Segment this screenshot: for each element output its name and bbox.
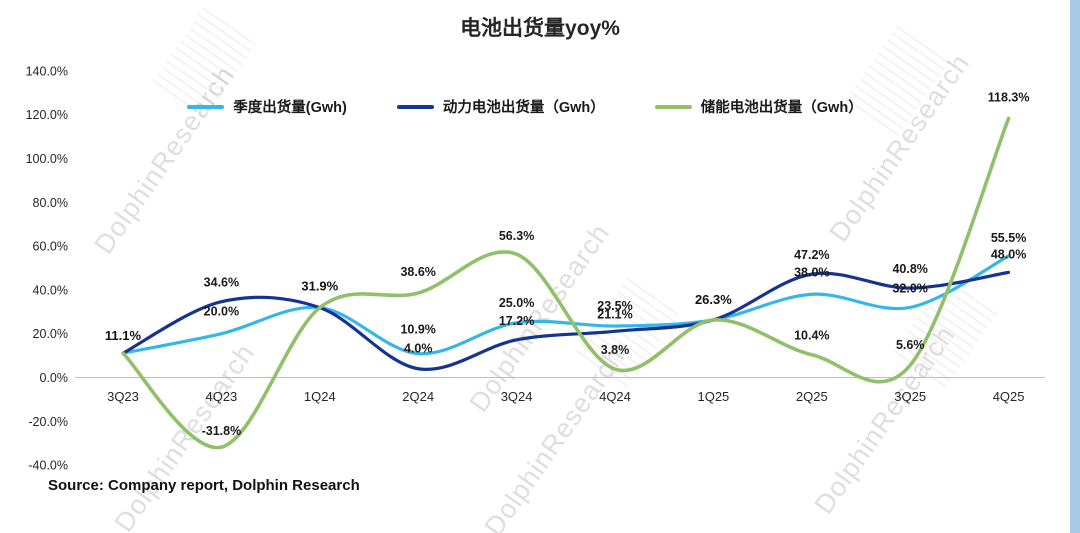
data-label-series-2: 118.3%	[988, 90, 1030, 104]
data-label-series-0: 55.5%	[991, 231, 1026, 245]
legend-item-2: 储能电池出货量（Gwh）	[654, 96, 863, 117]
data-label-series-0: 25.0%	[499, 296, 534, 310]
data-label-series-0: 38.0%	[794, 265, 829, 279]
chart-legend: 季度出货量(Gwh) 动力电池出货量（Gwh） 储能电池出货量（Gwh）	[30, 96, 1020, 117]
legend-item-0: 季度出货量(Gwh)	[187, 96, 347, 117]
data-label-series-2: 5.6%	[896, 338, 925, 352]
data-label-series-2: -31.8%	[202, 424, 242, 438]
legend-label: 储能电池出货量（Gwh）	[700, 100, 863, 116]
y-tick-label: 80.0%	[33, 196, 68, 210]
line-series-0	[121, 254, 1011, 356]
data-label-series-1: 4.0%	[404, 342, 433, 356]
data-label-series-1: 40.8%	[892, 262, 927, 276]
data-label-series-1: 17.2%	[499, 314, 534, 328]
y-tick-label: 40.0%	[33, 283, 68, 297]
legend-line-swatch	[187, 104, 225, 109]
line-series-2	[121, 116, 1011, 450]
y-tick-label: -20.0%	[28, 415, 68, 429]
x-axis-label: 3Q25	[894, 389, 926, 404]
data-label-series-1: 21.1%	[597, 307, 632, 321]
line-series-1	[121, 270, 1011, 372]
data-label-series-1: 47.2%	[794, 248, 829, 262]
data-label-series-2: 10.4%	[794, 329, 829, 343]
data-label-series-2: 38.6%	[400, 265, 435, 279]
right-edge-strip	[1070, 0, 1080, 533]
legend-label: 动力电池出货量（Gwh）	[442, 100, 605, 116]
x-axis-label: 4Q25	[993, 389, 1025, 404]
data-label-shared: 26.3%	[695, 292, 732, 307]
legend-item-1: 动力电池出货量（Gwh）	[396, 96, 605, 117]
data-label-series-0: 20.0%	[204, 305, 239, 319]
x-axis-label: 2Q25	[796, 389, 828, 404]
y-tick-label: 120.0%	[26, 108, 68, 122]
y-tick-label: 140.0%	[26, 64, 68, 78]
x-axis-label: 4Q24	[599, 389, 631, 404]
x-axis-label: 3Q23	[107, 389, 139, 404]
data-label-shared: 11.1%	[105, 328, 142, 343]
x-axis-label: 4Q23	[205, 389, 237, 404]
data-label-series-2: 56.3%	[499, 229, 534, 243]
x-axis-label: 3Q24	[501, 389, 533, 404]
data-label-series-1: 48.0%	[991, 247, 1026, 261]
data-label-series-0: 23.5%	[597, 299, 632, 313]
y-tick-label: 60.0%	[33, 240, 68, 254]
x-axis-label: 1Q25	[697, 389, 729, 404]
data-label-series-2: 3.8%	[601, 343, 630, 357]
source-note: Source: Company report, Dolphin Research	[48, 477, 360, 494]
data-label-series-0: 32.0%	[892, 281, 927, 295]
y-tick-label: 0.0%	[40, 371, 69, 385]
legend-line-swatch	[654, 104, 692, 109]
x-axis-label: 2Q24	[402, 389, 434, 404]
legend-line-swatch	[396, 104, 434, 109]
data-label-series-1: 34.6%	[204, 276, 239, 290]
data-label-series-0: 10.9%	[400, 323, 435, 337]
data-label-shared: 31.9%	[301, 279, 338, 294]
chart-title: 电池出货量yoy%	[460, 17, 620, 40]
y-tick-label: -40.0%	[28, 459, 68, 473]
legend-label: 季度出货量(Gwh)	[233, 100, 347, 116]
y-tick-label: 100.0%	[26, 152, 68, 166]
y-tick-label: 20.0%	[33, 327, 68, 341]
x-axis-label: 1Q24	[304, 389, 336, 404]
